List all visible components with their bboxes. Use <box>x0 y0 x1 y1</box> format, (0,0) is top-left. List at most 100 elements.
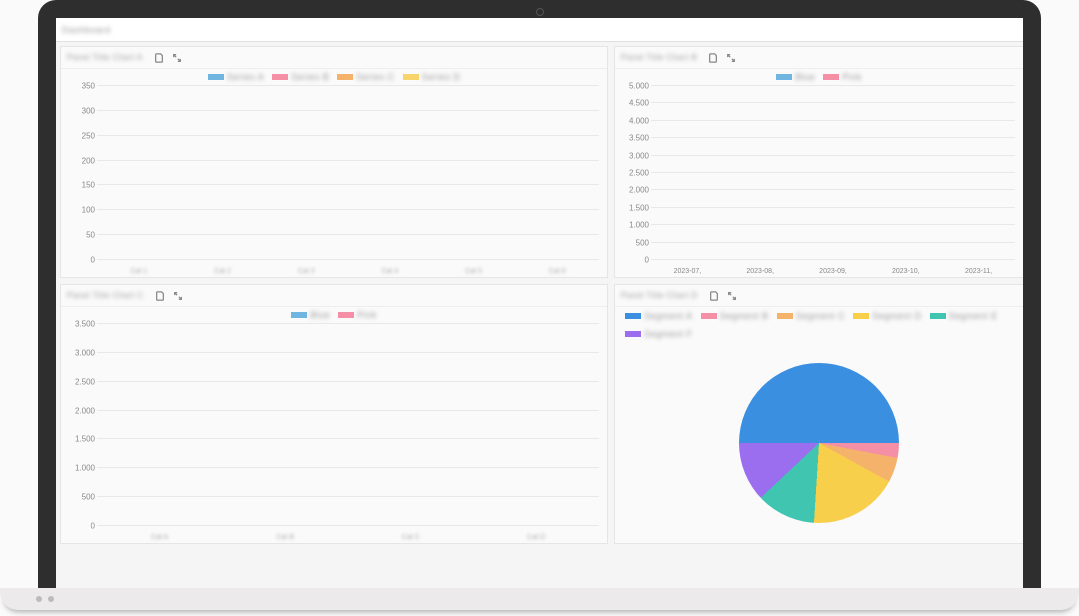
y-tick-label: 2.000 <box>629 186 649 195</box>
legend-swatch <box>625 313 641 319</box>
x-tick-label: Cat 5 <box>432 268 516 275</box>
x-tick-label: Cat 3 <box>264 268 348 275</box>
y-tick-label: 1.500 <box>629 203 649 212</box>
y-tick-label: 2.000 <box>75 406 95 415</box>
legend-swatch <box>625 331 641 337</box>
x-tick-label: Cat B <box>223 534 349 541</box>
dashboard-grid: Panel Title Chart A Series ASeries BSeri… <box>56 42 1023 592</box>
bars <box>97 323 599 525</box>
pie-chart <box>739 363 899 523</box>
expand-icon[interactable] <box>725 52 737 64</box>
bar-group <box>432 85 516 259</box>
bar-group <box>97 85 181 259</box>
bar-group <box>223 323 349 525</box>
legend-item: Series C <box>337 72 395 82</box>
legend-item: Segment B <box>701 311 769 321</box>
legend-label: Segment E <box>949 311 998 321</box>
laptop-bezel: Dashboard Panel Title Chart A Series ASe… <box>38 0 1041 592</box>
export-icon[interactable] <box>708 290 720 302</box>
y-tick-label: 4.000 <box>629 116 649 125</box>
y-tick-label: 3.500 <box>75 320 95 329</box>
x-tick-label: Cat 6 <box>515 268 599 275</box>
expand-icon[interactable] <box>172 290 184 302</box>
export-icon[interactable] <box>707 52 719 64</box>
bar-group <box>348 323 474 525</box>
legend-item: Segment E <box>930 311 998 321</box>
chart-body: 05001.0001.5002.0002.5003.0003.500Cat AC… <box>61 323 607 543</box>
x-labels: 2023-07,2023-08,2023-09,2023-10,2023-11, <box>651 268 1015 275</box>
chart-panel-c: Panel Title Chart C BluePink 05001.0001.… <box>60 284 608 544</box>
x-tick-label: Cat 1 <box>97 268 181 275</box>
export-icon[interactable] <box>153 52 165 64</box>
legend-item: Segment C <box>777 311 846 321</box>
legend-label: Blue <box>310 310 330 320</box>
y-tick-label: 200 <box>82 156 95 165</box>
y-tick-label: 250 <box>82 131 95 140</box>
y-tick-label: 3.500 <box>629 134 649 143</box>
panel-title: Panel Title Chart A <box>67 53 143 62</box>
panel-header: Panel Title Chart A <box>61 47 607 69</box>
page-title: Dashboard <box>62 25 111 35</box>
legend-item: Segment D <box>853 311 922 321</box>
legend-item: Segment F <box>625 329 693 339</box>
gridline: 0 <box>651 259 1015 260</box>
bars <box>651 85 1015 259</box>
legend-swatch <box>930 313 946 319</box>
legend-label: Series C <box>356 72 395 82</box>
legend-label: Series D <box>422 72 461 82</box>
legend-label: Segment F <box>644 329 693 339</box>
legend: Blue Pink <box>61 307 607 323</box>
panel-header: Panel Title Chart D <box>615 285 1023 307</box>
bar-group <box>348 85 432 259</box>
bar-group <box>264 85 348 259</box>
bar-group <box>651 85 724 259</box>
bar-group <box>869 85 942 259</box>
y-tick-label: 500 <box>82 493 95 502</box>
legend-item: Pink <box>338 310 377 320</box>
x-tick-label: Cat 4 <box>348 268 432 275</box>
bar-group <box>724 85 797 259</box>
legend-swatch <box>823 74 839 80</box>
chart-body: 05001.0001.5002.0002.5003.0003.5004.0004… <box>615 85 1023 277</box>
y-tick-label: 100 <box>82 206 95 215</box>
topbar: Dashboard <box>56 18 1023 42</box>
bar-group <box>181 85 265 259</box>
legend-label: Segment D <box>872 311 922 321</box>
chart-body: 050100150200250300350Cat 1Cat 2Cat 3Cat … <box>61 85 607 277</box>
legend-item: Blue <box>291 310 330 320</box>
legend-swatch <box>208 74 224 80</box>
y-tick-label: 0 <box>645 256 649 265</box>
laptop-base <box>0 588 1079 610</box>
panel-toolbar <box>153 52 183 64</box>
chart-panel-b: Panel Title Chart B BluePink 05001.0001.… <box>614 46 1023 278</box>
legend-swatch <box>776 74 792 80</box>
x-labels: Cat 1Cat 2Cat 3Cat 4Cat 5Cat 6 <box>97 268 599 275</box>
x-labels: Cat ACat BCat CCat D <box>97 534 599 541</box>
export-icon[interactable] <box>154 290 166 302</box>
expand-icon[interactable] <box>171 52 183 64</box>
gridline: 0 <box>97 259 599 260</box>
y-tick-label: 0 <box>91 522 95 531</box>
y-tick-label: 1.000 <box>629 221 649 230</box>
gridline: 0 <box>97 525 599 526</box>
pie-chart-area <box>615 343 1023 543</box>
bar-group <box>97 323 223 525</box>
y-tick-label: 4.500 <box>629 99 649 108</box>
legend-label: Segment C <box>796 311 846 321</box>
y-tick-label: 2.500 <box>75 377 95 386</box>
legend-item: Pink <box>823 72 862 82</box>
y-tick-label: 300 <box>82 106 95 115</box>
bar-group <box>797 85 870 259</box>
legend: BluePink <box>615 69 1023 85</box>
bar-group <box>515 85 599 259</box>
x-tick-label: Cat A <box>97 534 223 541</box>
expand-icon[interactable] <box>726 290 738 302</box>
y-tick-label: 1.000 <box>75 464 95 473</box>
camera-icon <box>536 8 544 16</box>
panel-toolbar <box>154 290 184 302</box>
chart-panel-a: Panel Title Chart A Series ASeries BSeri… <box>60 46 608 278</box>
legend-swatch <box>337 74 353 80</box>
x-tick-label: 2023-11, <box>942 268 1015 275</box>
legend-swatch <box>338 312 354 318</box>
x-tick-label: Cat C <box>348 534 474 541</box>
